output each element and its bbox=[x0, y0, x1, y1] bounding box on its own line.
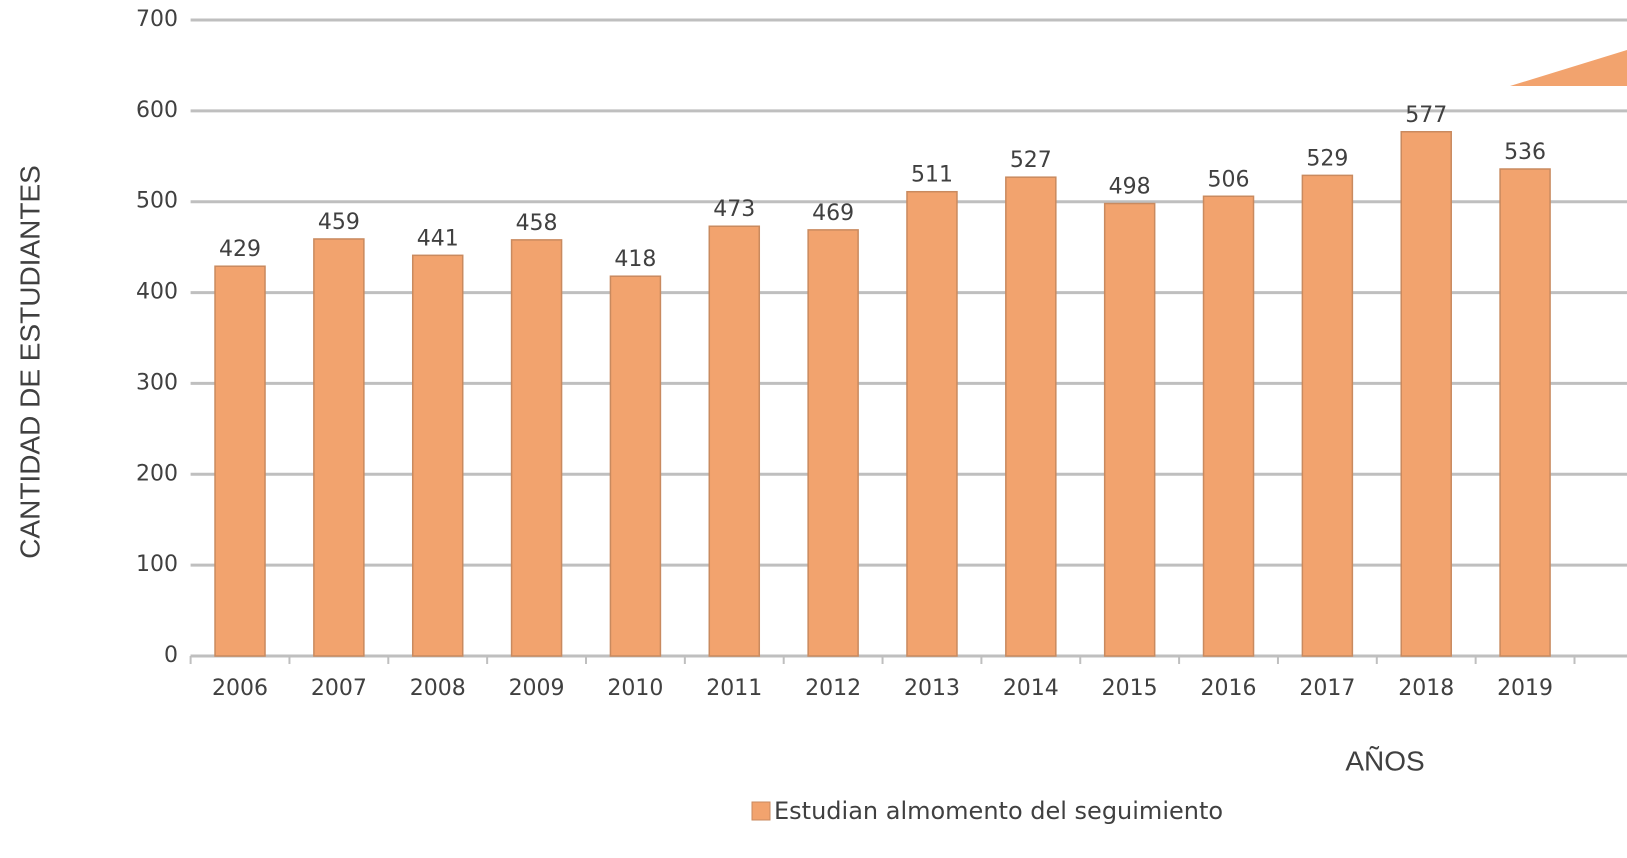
data-label: 441 bbox=[417, 226, 459, 251]
x-tick-label: 2015 bbox=[1102, 676, 1158, 701]
data-label: 473 bbox=[713, 197, 755, 222]
bar bbox=[708, 225, 761, 657]
annotation-arrow bbox=[1510, 50, 1627, 86]
data-label: 577 bbox=[1405, 103, 1447, 128]
data-label: 498 bbox=[1109, 175, 1151, 200]
x-tick-label: 2012 bbox=[805, 676, 861, 701]
y-tick-label: 400 bbox=[136, 280, 178, 305]
bar bbox=[313, 238, 365, 657]
x-tick-label: 2018 bbox=[1398, 676, 1454, 701]
legend-label: Estudian almomento del seguimiento bbox=[774, 797, 1223, 825]
bar bbox=[1301, 174, 1354, 657]
x-tick-label: 2007 bbox=[311, 676, 367, 701]
y-tick-label: 100 bbox=[136, 552, 178, 577]
bar bbox=[1400, 131, 1452, 657]
y-tick-label: 500 bbox=[136, 189, 178, 214]
x-tick-label: 2014 bbox=[1003, 676, 1059, 701]
data-label: 418 bbox=[614, 247, 656, 272]
bar bbox=[411, 254, 464, 657]
data-label: 429 bbox=[219, 237, 261, 262]
bar bbox=[214, 265, 266, 657]
x-tick-label: 2008 bbox=[410, 676, 466, 701]
bar bbox=[1202, 195, 1255, 657]
data-label: 506 bbox=[1208, 167, 1250, 192]
x-tick-label: 2017 bbox=[1299, 676, 1355, 701]
data-label: 458 bbox=[516, 211, 558, 236]
y-axis-title: CANTIDAD DE ESTUDIANTES bbox=[14, 165, 45, 559]
bar bbox=[1005, 176, 1057, 657]
y-tick-label: 700 bbox=[136, 7, 178, 32]
data-label: 529 bbox=[1306, 146, 1348, 171]
y-tick-label: 0 bbox=[164, 643, 178, 668]
data-label: 469 bbox=[812, 201, 854, 226]
x-tick-label: 2013 bbox=[904, 676, 960, 701]
y-tick-label: 300 bbox=[136, 370, 178, 395]
legend-swatch bbox=[751, 801, 771, 821]
data-label: 527 bbox=[1010, 148, 1052, 173]
x-tick-label: 2006 bbox=[212, 676, 268, 701]
x-tick-label: 2019 bbox=[1497, 676, 1553, 701]
bar bbox=[906, 190, 958, 657]
data-label: 459 bbox=[318, 210, 360, 235]
bar bbox=[1499, 168, 1551, 657]
x-tick-label: 2016 bbox=[1201, 676, 1257, 701]
x-tick-label: 2009 bbox=[509, 676, 565, 701]
x-tick-label: 2010 bbox=[607, 676, 663, 701]
data-label: 536 bbox=[1504, 140, 1546, 165]
x-tick-label: 2011 bbox=[706, 676, 762, 701]
bar bbox=[1103, 202, 1156, 657]
bar bbox=[609, 275, 662, 657]
data-label: 511 bbox=[911, 163, 953, 188]
bar bbox=[807, 229, 859, 657]
y-tick-label: 200 bbox=[136, 461, 178, 486]
bar bbox=[510, 239, 563, 657]
y-tick-label: 600 bbox=[136, 98, 178, 123]
x-axis-title: AÑOS bbox=[1345, 745, 1424, 776]
